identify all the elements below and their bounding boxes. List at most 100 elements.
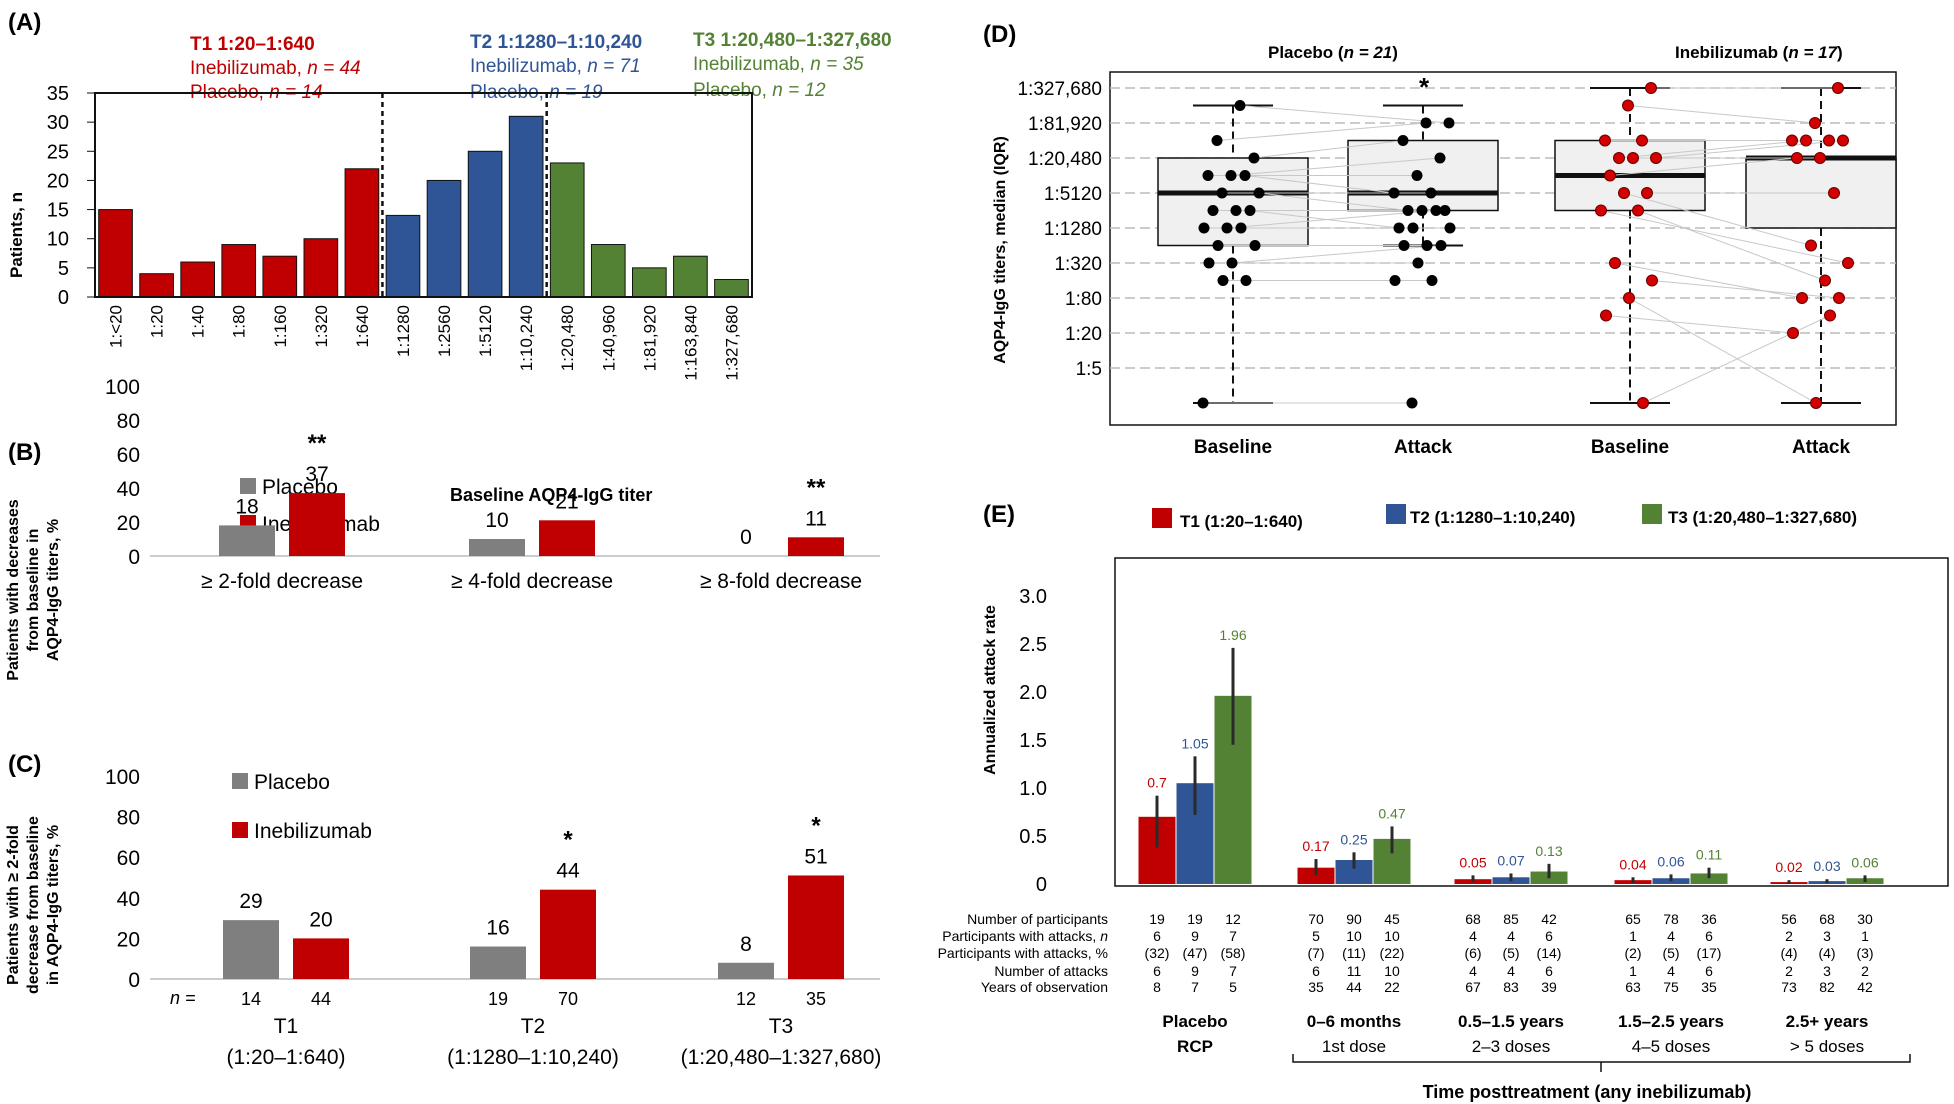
table-cell: 63	[1625, 979, 1641, 995]
patient-dot-inebilizumab	[1637, 397, 1649, 409]
ytick-label: 1:327,680	[1017, 79, 1102, 100]
patient-link	[1627, 105, 1816, 124]
bar-placebo-T1	[223, 920, 279, 979]
panel-b-plot: 0 20 40 60 80 100 18 37 ≥ 2-fold decrease 10 21 ≥ 4…	[105, 376, 880, 593]
table-cell: (4)	[1818, 945, 1835, 961]
value-label: 0.07	[1497, 852, 1524, 868]
table-cell: 65	[1625, 911, 1641, 927]
patient-link	[1628, 297, 1817, 404]
patient-dot-placebo	[1212, 240, 1224, 251]
patient-link	[1655, 140, 1844, 159]
patient-dot-inebilizumab	[1814, 152, 1826, 164]
patient-dot-placebo	[1198, 222, 1210, 234]
table-cell: 3	[1823, 963, 1831, 979]
panel-b-ylabel-line3: AQP4-IgG titers, %	[45, 519, 62, 661]
patient-dot-placebo	[1253, 187, 1265, 199]
panel-e: (E) T1 (1:20–1:640) T2 (1:1280–1:10,240)…	[938, 501, 1949, 1102]
ytick-label: 100	[105, 376, 140, 399]
table-cell: 3	[1823, 928, 1831, 944]
patient-dot-inebilizumab	[1796, 292, 1808, 304]
xtick-label: 1:327,680	[722, 305, 741, 381]
bar-1:163,840	[673, 255, 708, 298]
patient-dot-inebilizumab	[1623, 292, 1635, 304]
panel-d-group-placebo: Placebo (n = 21)	[1268, 43, 1398, 62]
t3-group-title: T3 1:20,480–1:327,680	[693, 30, 892, 51]
xtick-label: 1:81,920	[640, 305, 659, 371]
xtick-label: 1:40	[189, 305, 208, 338]
patient-dot-inebilizumab	[1805, 239, 1817, 252]
table-cell: 1	[1629, 928, 1637, 944]
t3-placebo-n: Placebo, n = 12	[693, 80, 826, 101]
patient-link	[1239, 105, 1450, 124]
table-cell: 82	[1819, 979, 1835, 995]
patient-dot-placebo	[1430, 205, 1442, 216]
ytick-label: 1:320	[1054, 254, 1102, 275]
value-label: 0.7	[1147, 775, 1167, 791]
panel-a-ylabel: Patients, n	[7, 192, 26, 278]
table-cell: (58)	[1221, 945, 1246, 961]
panel-d-ylabel: AQP4-IgG titers, median (IQR)	[992, 136, 1009, 364]
table-cell: 56	[1781, 911, 1797, 927]
group-sublabel: 2–3 doses	[1472, 1037, 1550, 1056]
value-label: 1.05	[1181, 735, 1208, 751]
t2-ineb-n: Inebilizumab, n = 71	[470, 56, 641, 77]
ytick-label: 5	[58, 258, 69, 280]
ytick-label: 40	[117, 478, 140, 501]
panel-c-ylabel-line3: in AQP4-IgG titers, %	[45, 825, 62, 985]
patient-dot-placebo	[1435, 240, 1447, 251]
table-cell: 78	[1663, 911, 1679, 927]
patient-dot-inebilizumab	[1599, 134, 1611, 147]
panel-d-plot: 1:5 1:20 1:80 1:320 1:1280 1:5120 1:20,480 1:81…	[1017, 71, 1897, 458]
patient-dot-inebilizumab	[1650, 152, 1662, 164]
bar-1:2560	[426, 179, 462, 298]
plot-frame	[94, 92, 753, 298]
ytick-label: 1:20	[1065, 324, 1102, 345]
table-cell: 45	[1384, 911, 1400, 927]
table-cell: 6	[1705, 963, 1713, 979]
patient-dot-placebo	[1221, 222, 1233, 234]
ytick-label: 0.5	[1019, 826, 1047, 848]
patient-dot-placebo	[1244, 205, 1256, 216]
patient-dot-placebo	[1225, 170, 1237, 181]
xtick-label: 1:160	[271, 305, 290, 348]
patient-link	[1637, 210, 1826, 281]
patient-dot-placebo	[1434, 152, 1446, 164]
ytick-label: 15	[47, 200, 69, 222]
row-label-with-attacks-n: Participants with attacks, n	[942, 928, 1108, 944]
group-sublabel: 4–5 doses	[1632, 1037, 1710, 1056]
value-label: 21	[555, 490, 578, 513]
panel-a-label: (A)	[8, 9, 41, 36]
table-cell: 68	[1465, 911, 1481, 927]
table-cell: 70	[1308, 911, 1324, 927]
table-cell: (47)	[1183, 945, 1208, 961]
patient-dot-inebilizumab	[1636, 134, 1648, 147]
table-cell: (7)	[1307, 945, 1324, 961]
legend-swatch-placebo-c	[232, 773, 248, 789]
value-label: 0.06	[1657, 853, 1684, 869]
t3-ineb-n: Inebilizumab, n = 35	[693, 54, 864, 75]
value-label: 44	[556, 860, 580, 883]
group-label: 2.5+ years	[1786, 1012, 1869, 1031]
ytick-label: 100	[105, 766, 140, 789]
patient-dot-placebo	[1202, 170, 1214, 181]
table-cell: 5	[1312, 928, 1320, 944]
table-cell: 4	[1469, 963, 1477, 979]
group-label: 0.5–1.5 years	[1458, 1012, 1564, 1031]
patient-dot-placebo	[1421, 240, 1433, 251]
bar-inebilizumab-T1	[293, 938, 349, 979]
value-label: 0.06	[1851, 854, 1878, 870]
t1-ineb-n: Inebilizumab, n = 44	[190, 58, 361, 79]
ytick-label: 1:5120	[1044, 184, 1102, 205]
patient-dot-inebilizumab	[1833, 292, 1845, 304]
bar-1:320	[303, 238, 339, 298]
t2-group-title: T2 1:1280–1:10,240	[470, 32, 642, 53]
bar-placebo-T3	[718, 962, 774, 979]
patient-dot-inebilizumab	[1842, 257, 1854, 269]
patient-dot-placebo	[1406, 397, 1418, 409]
patient-dot-placebo	[1398, 240, 1410, 251]
patient-dot-placebo	[1439, 205, 1451, 216]
patient-dot-inebilizumab	[1809, 117, 1821, 129]
category-label: T2	[521, 1015, 546, 1038]
table-cell: 4	[1667, 963, 1675, 979]
